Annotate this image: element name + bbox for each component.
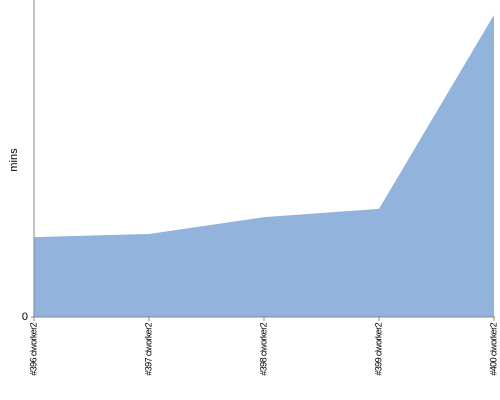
x-tick-label: #398 ciworker2 bbox=[258, 322, 268, 375]
y-tick-label: 0 bbox=[22, 311, 28, 323]
x-tick-label: #399 ciworker2 bbox=[373, 322, 383, 375]
area bbox=[34, 14, 494, 318]
x-tick-label: #396 ciworker2 bbox=[28, 322, 38, 375]
x-tick-label: #397 ciworker2 bbox=[143, 322, 153, 375]
x-tick-label: #400 ciworker2 bbox=[488, 322, 498, 375]
y-axis-label: mins bbox=[8, 148, 20, 172]
